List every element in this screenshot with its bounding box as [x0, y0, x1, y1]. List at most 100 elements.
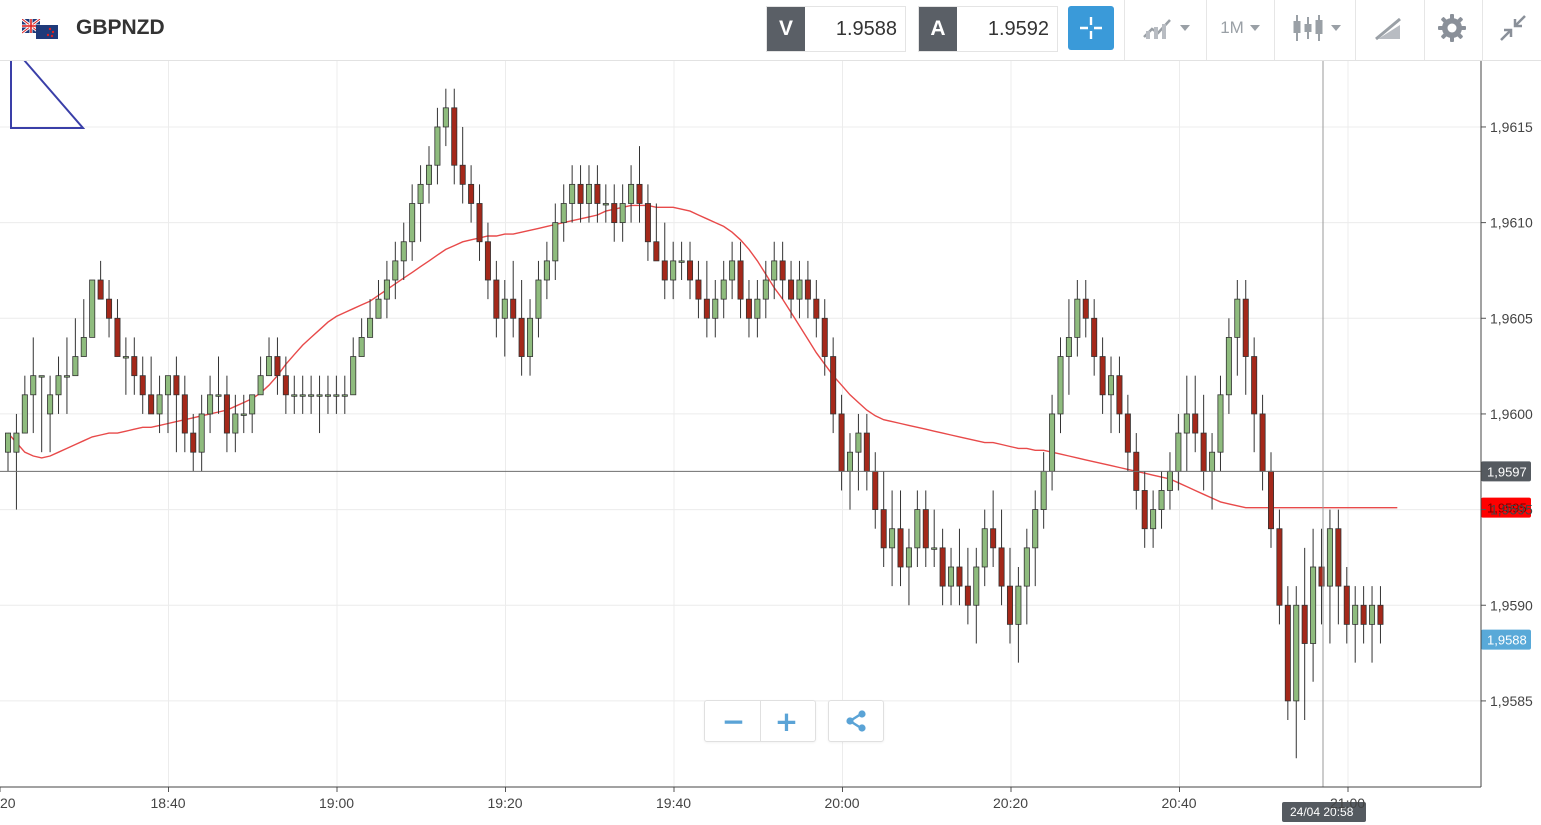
candle[interactable]	[257, 356, 264, 396]
candle[interactable]	[476, 184, 483, 261]
candle[interactable]	[1015, 566, 1022, 663]
candle[interactable]	[358, 318, 365, 357]
candle[interactable]	[409, 184, 416, 261]
candle[interactable]	[687, 241, 694, 300]
candle[interactable]	[636, 146, 643, 223]
candle[interactable]	[628, 165, 635, 223]
candle[interactable]	[796, 260, 803, 319]
candle[interactable]	[5, 432, 11, 472]
candle[interactable]	[1116, 356, 1123, 434]
drawing-tools-button[interactable]	[1364, 6, 1414, 50]
candle[interactable]	[468, 165, 475, 223]
candle[interactable]	[232, 394, 239, 453]
candle[interactable]	[990, 490, 997, 567]
candle[interactable]	[333, 375, 340, 414]
candle[interactable]	[80, 299, 87, 357]
candle[interactable]	[451, 88, 458, 185]
candle[interactable]	[1057, 337, 1064, 434]
candle[interactable]	[838, 394, 845, 491]
candle[interactable]	[585, 165, 592, 223]
candle[interactable]	[695, 260, 702, 319]
collapse-button[interactable]	[1490, 6, 1536, 50]
candle[interactable]	[266, 337, 273, 377]
candle[interactable]	[215, 356, 222, 414]
candle[interactable]	[552, 203, 559, 281]
candle[interactable]	[720, 260, 727, 319]
candle[interactable]	[1335, 509, 1342, 625]
candle[interactable]	[762, 260, 769, 319]
candle[interactable]	[350, 337, 357, 396]
ask-price-button[interactable]: A 1.9592	[918, 6, 1058, 52]
candle[interactable]	[1217, 375, 1224, 472]
candle[interactable]	[771, 241, 778, 300]
candle[interactable]	[1183, 375, 1190, 472]
candle[interactable]	[89, 279, 96, 338]
candlestick-button[interactable]	[1284, 6, 1348, 50]
candle[interactable]	[97, 260, 104, 300]
candle[interactable]	[417, 165, 424, 242]
candle[interactable]	[964, 547, 971, 625]
candle[interactable]	[602, 184, 609, 223]
candle[interactable]	[324, 375, 331, 414]
candle[interactable]	[577, 165, 584, 223]
candle[interactable]	[38, 375, 45, 453]
candle[interactable]	[948, 547, 955, 606]
candle[interactable]	[1293, 586, 1300, 759]
candle[interactable]	[1065, 299, 1072, 395]
candle[interactable]	[619, 184, 626, 242]
candle[interactable]	[164, 375, 171, 434]
candle[interactable]	[291, 375, 298, 414]
candle[interactable]	[1158, 471, 1165, 529]
candle[interactable]	[779, 241, 786, 300]
timeframe-dropdown[interactable]: 1M	[1212, 6, 1268, 50]
candle[interactable]	[931, 509, 938, 567]
candle[interactable]	[148, 356, 155, 415]
candle[interactable]	[998, 509, 1005, 606]
candle[interactable]	[1192, 375, 1199, 453]
candle[interactable]	[1023, 528, 1030, 625]
candle[interactable]	[1268, 452, 1275, 548]
candle[interactable]	[341, 375, 348, 414]
candle[interactable]	[375, 280, 382, 319]
candle[interactable]	[139, 356, 146, 414]
candle[interactable]	[922, 490, 929, 567]
candle[interactable]	[880, 471, 887, 567]
candle[interactable]	[442, 88, 449, 147]
candle[interactable]	[560, 184, 567, 242]
candle[interactable]	[1318, 528, 1325, 625]
candle[interactable]	[855, 413, 862, 491]
candle[interactable]	[13, 413, 20, 510]
candle[interactable]	[670, 241, 677, 300]
candle[interactable]	[1377, 586, 1384, 644]
candle[interactable]	[543, 241, 550, 300]
candle[interactable]	[106, 280, 113, 338]
candle[interactable]	[459, 126, 466, 204]
candle[interactable]	[535, 260, 542, 338]
candle[interactable]	[745, 280, 752, 338]
candle[interactable]	[308, 375, 315, 414]
candle[interactable]	[1175, 413, 1182, 491]
candle[interactable]	[316, 375, 323, 434]
candle[interactable]	[493, 260, 500, 338]
triangle-drawing[interactable]	[10, 42, 86, 129]
candle[interactable]	[299, 375, 306, 414]
candle[interactable]	[611, 184, 618, 242]
candle[interactable]	[1049, 394, 1056, 491]
candle[interactable]	[122, 337, 129, 395]
candle[interactable]	[1006, 547, 1013, 644]
candle[interactable]	[274, 337, 281, 395]
candle[interactable]	[754, 280, 761, 338]
candle[interactable]	[510, 260, 517, 338]
candle[interactable]	[383, 260, 390, 319]
candle[interactable]	[863, 413, 870, 491]
candle[interactable]	[914, 490, 921, 567]
candle[interactable]	[1166, 452, 1173, 510]
candle[interactable]	[1040, 452, 1047, 529]
candle[interactable]	[813, 280, 820, 338]
candle[interactable]	[518, 280, 525, 376]
settings-button[interactable]	[1430, 6, 1474, 50]
candle[interactable]	[712, 280, 719, 338]
candle[interactable]	[594, 165, 601, 223]
candle[interactable]	[1091, 299, 1098, 376]
candle[interactable]	[72, 318, 79, 377]
